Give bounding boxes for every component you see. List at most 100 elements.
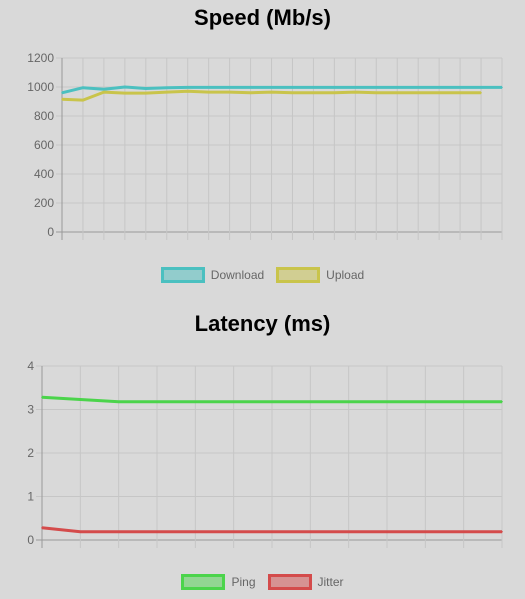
speed-point-upload-7 [207, 91, 210, 93]
latency-legend: Ping Jitter [0, 574, 525, 590]
speed-point-upload-16 [396, 92, 399, 94]
latency-chart-panel: Latency (ms) 0 1 2 3 4 Ping Jitter [0, 306, 525, 599]
speed-point-upload-9 [249, 92, 252, 94]
latency-point-jitter-11 [462, 530, 465, 533]
latency-point-jitter-0 [41, 527, 43, 529]
latency-point-jitter-6 [271, 530, 273, 533]
latency-point-jitter-5 [232, 530, 235, 533]
latency-point-ping-10 [424, 400, 427, 403]
legend-item-download[interactable]: Download [160, 267, 265, 283]
speed-point-download-21 [501, 86, 503, 89]
latency-point-jitter-10 [424, 530, 427, 533]
speed-point-upload-3 [124, 92, 126, 94]
legend-swatch-ping [181, 574, 226, 590]
latency-point-jitter-8 [347, 530, 350, 533]
speed-ytick-label-4: 800 [34, 109, 54, 123]
speed-point-download-2 [103, 88, 105, 90]
speed-ytick-label-5: 1000 [27, 80, 54, 94]
speed-point-upload-14 [354, 91, 357, 93]
legend-label-jitter: Jitter [317, 575, 344, 589]
speed-point-download-10 [270, 86, 273, 89]
speed-series-line-download [61, 85, 502, 95]
latency-point-ping-6 [271, 400, 273, 403]
latency-point-ping-1 [79, 398, 82, 401]
latency-point-jitter-9 [386, 530, 388, 533]
speed-point-download-12 [312, 86, 315, 89]
latency-point-ping-12 [501, 400, 503, 403]
latency-ytick-label-3: 3 [27, 403, 34, 417]
speed-point-download-6 [186, 86, 189, 89]
speed-point-upload-12 [312, 92, 315, 94]
speed-point-upload-8 [228, 91, 231, 93]
latency-ytick-label-4: 4 [27, 359, 34, 373]
speed-point-download-1 [82, 86, 84, 89]
speed-point-download-17 [417, 86, 419, 89]
latency-point-ping-3 [156, 400, 158, 403]
speed-point-upload-6 [186, 90, 189, 93]
latency-point-ping-8 [347, 400, 350, 403]
speed-point-upload-19 [459, 92, 461, 94]
legend-swatch-jitter [267, 574, 312, 590]
latency-point-jitter-1 [79, 530, 82, 533]
latency-point-ping-11 [462, 400, 465, 403]
speed-point-download-11 [291, 86, 294, 89]
latency-point-jitter-3 [156, 530, 158, 533]
speed-point-download-15 [375, 86, 378, 89]
speed-point-download-3 [124, 86, 126, 88]
speed-point-download-8 [228, 86, 231, 89]
legend-swatch-upload [276, 267, 321, 283]
speed-ytick-label-2: 400 [34, 167, 54, 181]
speed-point-upload-10 [270, 91, 273, 93]
speed-point-download-19 [459, 86, 461, 89]
speed-point-download-20 [480, 86, 482, 89]
latency-point-jitter-7 [309, 530, 312, 533]
legend-item-jitter[interactable]: Jitter [267, 574, 344, 590]
speed-legend: Download Upload [0, 267, 525, 283]
speed-point-upload-15 [375, 92, 378, 94]
speed-point-upload-11 [291, 92, 294, 94]
latency-ytick-label-1: 1 [27, 490, 34, 504]
legend-swatch-download [160, 267, 205, 283]
speed-ytick-label-1: 200 [34, 196, 54, 210]
legend-label-ping: Ping [231, 575, 256, 589]
latency-point-ping-5 [232, 400, 235, 403]
latency-point-jitter-2 [117, 530, 120, 533]
speed-point-upload-17 [417, 92, 419, 94]
speed-ytick-label-6: 1200 [27, 51, 54, 65]
speed-ytick-label-3: 600 [34, 138, 54, 152]
speed-point-upload-4 [145, 92, 147, 94]
speed-point-upload-18 [438, 92, 440, 94]
speed-point-upload-13 [333, 92, 336, 94]
latency-point-ping-9 [386, 400, 388, 403]
speed-point-download-7 [207, 86, 210, 89]
speed-point-download-18 [438, 86, 440, 89]
latency-chart-svg: 0 1 2 3 4 [27, 359, 503, 548]
speed-chart-panel: Speed (Mb/s) 0 200 400 600 800 1000 1200 Downl… [0, 5, 525, 283]
speed-point-upload-0 [61, 98, 63, 101]
latency-point-ping-0 [41, 396, 43, 399]
legend-label-upload: Upload [326, 268, 365, 282]
speed-point-upload-2 [103, 91, 105, 93]
latency-point-ping-2 [117, 400, 120, 403]
speed-ytick-label-0: 0 [47, 225, 54, 239]
legend-label-download: Download [210, 268, 265, 282]
latency-point-ping-7 [309, 400, 312, 403]
latency-chart-title: Latency (ms) [194, 311, 331, 336]
latency-ytick-label-0: 0 [27, 533, 34, 547]
speed-point-download-9 [249, 86, 252, 89]
speed-point-download-16 [396, 86, 399, 89]
speed-chart-svg: 0 200 400 600 800 1000 1200 [27, 51, 503, 240]
legend-item-ping[interactable]: Ping [181, 574, 256, 590]
latency-point-ping-4 [194, 400, 197, 403]
speed-point-download-13 [333, 86, 336, 89]
latency-point-jitter-12 [501, 530, 503, 533]
legend-item-upload[interactable]: Upload [276, 267, 364, 283]
speed-point-upload-1 [82, 99, 84, 101]
speed-chart-title: Speed (Mb/s) [194, 5, 331, 30]
speed-point-upload-20 [480, 92, 482, 94]
speed-point-download-14 [354, 86, 357, 89]
speed-point-download-4 [145, 87, 147, 90]
latency-ytick-label-2: 2 [27, 446, 34, 460]
latency-point-jitter-4 [194, 530, 197, 533]
speed-point-upload-5 [165, 91, 168, 93]
